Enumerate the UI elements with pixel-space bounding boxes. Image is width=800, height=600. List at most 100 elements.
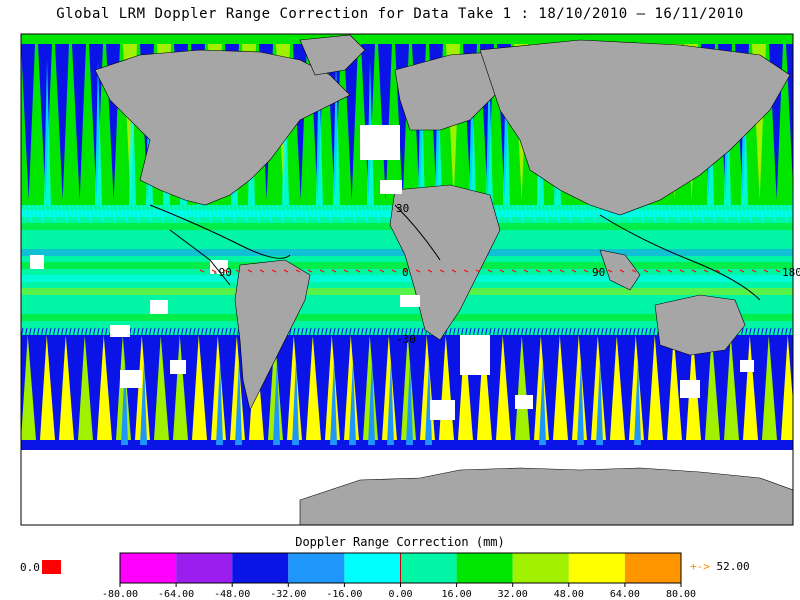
- north-wedge-light: [503, 60, 510, 205]
- tropic-edge: [620, 327, 624, 339]
- tropic-edge: [204, 327, 208, 339]
- tropic-edge: [120, 204, 124, 219]
- tropic-edge: [248, 204, 252, 216]
- south-wedge-mid: [330, 360, 337, 445]
- tropic-edge: [608, 327, 612, 339]
- south-wedge: [629, 335, 644, 440]
- north-wedge-light: [469, 60, 476, 205]
- tropic-edge: [204, 204, 208, 219]
- tropic-edge: [152, 327, 156, 339]
- lon-label: 90: [592, 266, 605, 279]
- north-wedge-light: [418, 60, 425, 205]
- south-wedge: [477, 335, 492, 440]
- tropic-edge: [560, 327, 564, 339]
- tropic-edge: [80, 327, 84, 339]
- tropic-edge: [776, 327, 780, 339]
- tropic-edge: [328, 327, 332, 339]
- tropic-edge: [760, 204, 764, 222]
- land-mass-1: [299, 34, 366, 76]
- tropic-edge: [96, 327, 100, 339]
- tropic-edge: [60, 204, 64, 219]
- south-wedge: [325, 335, 340, 440]
- tropic-edge: [140, 327, 144, 339]
- equator-dash: [667, 269, 673, 273]
- tropic-edge: [772, 327, 776, 339]
- tropic-edge: [212, 327, 216, 339]
- tropic-edge: [232, 327, 236, 339]
- tropic-edge: [352, 327, 356, 339]
- equator-dash: [571, 269, 577, 273]
- south-wedge: [458, 335, 473, 440]
- south-wedge-mid: [406, 360, 413, 445]
- tropic-edge: [512, 204, 516, 216]
- map-frame: [20, 33, 794, 526]
- colorbar-tick-label: 64.00: [609, 589, 640, 600]
- tropic-edge: [64, 327, 68, 339]
- tropic-edge: [700, 204, 704, 222]
- tropic-edge: [628, 327, 632, 339]
- equator-dash: [535, 269, 541, 273]
- tropic-edge: [36, 327, 40, 339]
- tropic-edge: [728, 204, 732, 216]
- tropic-edge: [192, 204, 196, 219]
- tropic-edge: [180, 204, 184, 219]
- tropic-edge: [24, 327, 28, 339]
- equator-dash: [343, 269, 349, 273]
- tropic-edge: [172, 327, 176, 339]
- south-wedge-mid: [121, 360, 128, 445]
- north-wedge: [89, 44, 103, 200]
- tropic-edge: [716, 204, 720, 216]
- south-wedge: [515, 335, 530, 440]
- tropic-edge: [324, 327, 328, 339]
- tropic-edge: [340, 204, 344, 222]
- south-wedge: [496, 335, 511, 440]
- south-wedge-mid: [216, 360, 223, 445]
- tropic-edge: [224, 204, 228, 216]
- tropic-edge: [384, 327, 388, 339]
- equator-dash: [211, 269, 217, 273]
- colorbar: [119, 552, 682, 587]
- tropic-edge: [688, 204, 692, 222]
- tropic-row-4: [21, 262, 793, 269]
- tropic-edge: [708, 204, 712, 219]
- tropic-edge: [288, 204, 292, 219]
- tropic-edge: [528, 204, 532, 219]
- equator-dash: [415, 269, 421, 273]
- tropic-edge: [388, 327, 392, 339]
- south-wedge-mid: [273, 360, 280, 445]
- tropic-edge: [92, 204, 96, 216]
- colorbar-bin-5: [400, 553, 457, 583]
- tropic-edge: [196, 204, 200, 222]
- equator-dash: [655, 269, 661, 273]
- tropic-edge: [740, 204, 744, 216]
- tropic-edge: [324, 204, 328, 219]
- equator-dash: [763, 269, 769, 273]
- tropic-edge: [656, 204, 660, 216]
- tropic-edge: [284, 204, 288, 216]
- tropic-edge: [760, 327, 764, 339]
- tropic-edge: [40, 327, 44, 339]
- tropic-edge: [332, 327, 336, 339]
- equator-dash: [283, 269, 289, 273]
- equator-dash: [391, 269, 397, 273]
- tropic-edge: [40, 204, 44, 222]
- south-wedge: [401, 335, 416, 440]
- south-wedge: [534, 335, 549, 440]
- land-layer: [94, 34, 793, 525]
- equator-dash: [583, 269, 589, 273]
- coastline-0: [149, 204, 291, 259]
- tropic-edge: [632, 327, 636, 339]
- colorbar-bin-2: [232, 553, 289, 583]
- tropic-edge: [372, 204, 376, 219]
- tropic-edge: [200, 204, 204, 216]
- tropic-edge: [220, 204, 224, 222]
- coastlines-layer: [149, 204, 761, 301]
- equator-dash: [379, 269, 385, 273]
- tropic-edge: [492, 327, 496, 339]
- tropic-edge: [96, 204, 100, 219]
- tropic-edge: [304, 204, 308, 222]
- tropic-edge: [500, 327, 504, 339]
- tropic-edge: [84, 327, 88, 339]
- tropic-edge: [580, 204, 584, 222]
- colorbar-bin-9: [624, 553, 681, 583]
